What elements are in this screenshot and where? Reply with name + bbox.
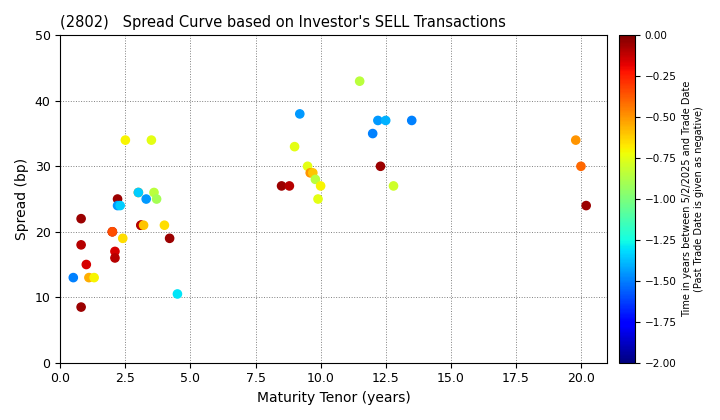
Point xyxy=(76,215,87,222)
Point xyxy=(158,222,170,228)
Point xyxy=(164,235,176,242)
Point xyxy=(112,196,123,202)
Point xyxy=(315,183,326,189)
Point xyxy=(68,274,79,281)
Point xyxy=(120,137,131,144)
Point xyxy=(135,222,147,228)
Point xyxy=(354,78,366,84)
Point xyxy=(305,170,316,176)
Point xyxy=(406,117,418,124)
Point xyxy=(107,228,118,235)
Point xyxy=(114,202,126,209)
Point xyxy=(284,183,295,189)
Point xyxy=(307,170,318,176)
Point xyxy=(380,117,392,124)
X-axis label: Maturity Tenor (years): Maturity Tenor (years) xyxy=(257,391,410,405)
Point xyxy=(109,248,121,255)
Point xyxy=(112,202,123,209)
Point xyxy=(294,110,305,117)
Point xyxy=(132,189,144,196)
Point xyxy=(135,222,147,228)
Point xyxy=(148,189,160,196)
Point xyxy=(276,183,287,189)
Point xyxy=(140,196,152,202)
Point xyxy=(310,176,321,183)
Point xyxy=(171,291,183,297)
Point xyxy=(107,228,118,235)
Point xyxy=(117,235,128,242)
Point xyxy=(388,183,400,189)
Point xyxy=(302,163,313,170)
Point xyxy=(76,304,87,310)
Point xyxy=(138,222,149,228)
Point xyxy=(89,274,100,281)
Point xyxy=(109,255,121,261)
Text: (2802)   Spread Curve based on Investor's SELL Transactions: (2802) Spread Curve based on Investor's … xyxy=(60,15,506,30)
Point xyxy=(570,137,582,144)
Y-axis label: Time in years between 5/2/2025 and Trade Date
(Past Trade Date is given as negat: Time in years between 5/2/2025 and Trade… xyxy=(683,81,704,317)
Point xyxy=(83,274,94,281)
Point xyxy=(145,137,157,144)
Point xyxy=(151,196,163,202)
Point xyxy=(367,130,379,137)
Point xyxy=(312,196,324,202)
Point xyxy=(580,202,592,209)
Point xyxy=(81,261,92,268)
Point xyxy=(76,241,87,248)
Point xyxy=(132,189,144,196)
Point xyxy=(289,143,300,150)
Point xyxy=(575,163,587,170)
Y-axis label: Spread (bp): Spread (bp) xyxy=(15,158,29,240)
Point xyxy=(374,163,386,170)
Point xyxy=(372,117,384,124)
